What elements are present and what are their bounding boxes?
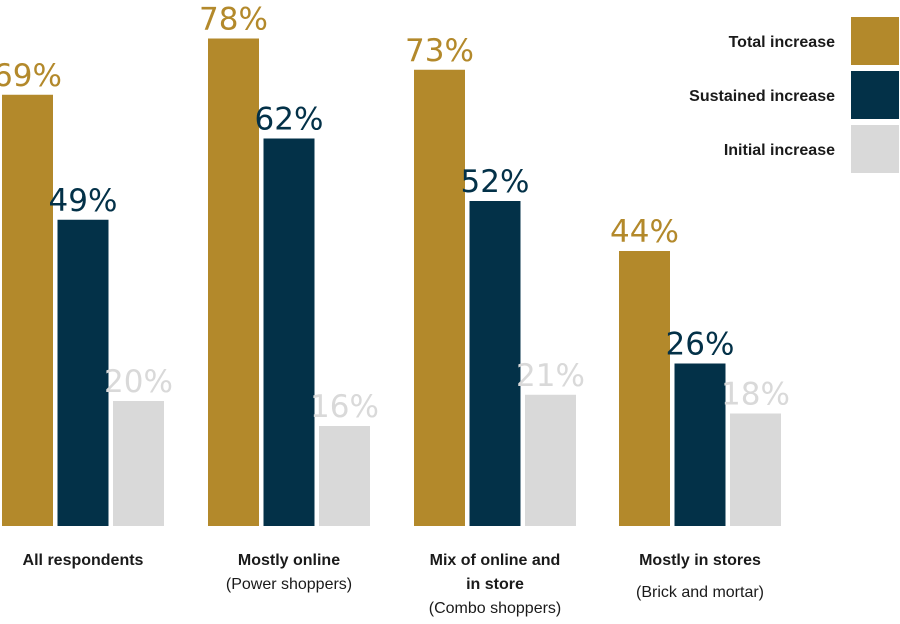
data-label: 49%	[49, 183, 118, 219]
data-label: 62%	[255, 102, 324, 138]
category-label: (Combo shoppers)	[429, 600, 562, 617]
data-label: 26%	[666, 327, 735, 363]
data-label: 20%	[104, 364, 173, 400]
data-label: 73%	[405, 33, 474, 69]
legend-label: Total increase	[729, 34, 836, 51]
bar	[730, 413, 781, 526]
bar	[414, 69, 465, 526]
category-label: (Power shoppers)	[226, 576, 352, 593]
category-label: Mostly online	[238, 552, 340, 569]
data-label: 18%	[721, 377, 790, 413]
data-label: 69%	[0, 58, 62, 94]
data-label: 52%	[461, 164, 530, 200]
bar	[469, 201, 521, 526]
bar	[208, 38, 259, 526]
bar	[619, 251, 670, 526]
bar	[525, 394, 576, 526]
bar	[113, 401, 164, 526]
legend-label: Sustained increase	[689, 88, 835, 105]
category-label: in store	[466, 576, 524, 593]
bar	[674, 363, 726, 526]
bar	[2, 94, 53, 526]
category-label: Mostly in stores	[639, 552, 761, 569]
legend-swatch	[851, 125, 899, 173]
category-label: All respondents	[23, 552, 144, 569]
data-label: 78%	[199, 2, 268, 38]
legend-swatch	[851, 17, 899, 65]
legend-label: Initial increase	[724, 142, 835, 159]
category-label: (Brick and mortar)	[636, 584, 764, 601]
data-label: 21%	[516, 358, 585, 394]
bar	[263, 138, 315, 526]
category-label: Mix of online and	[430, 552, 561, 569]
bar	[319, 426, 370, 526]
legend-swatch	[851, 71, 899, 119]
data-label: 44%	[610, 214, 679, 250]
data-label: 16%	[310, 389, 379, 425]
bar	[57, 219, 109, 526]
